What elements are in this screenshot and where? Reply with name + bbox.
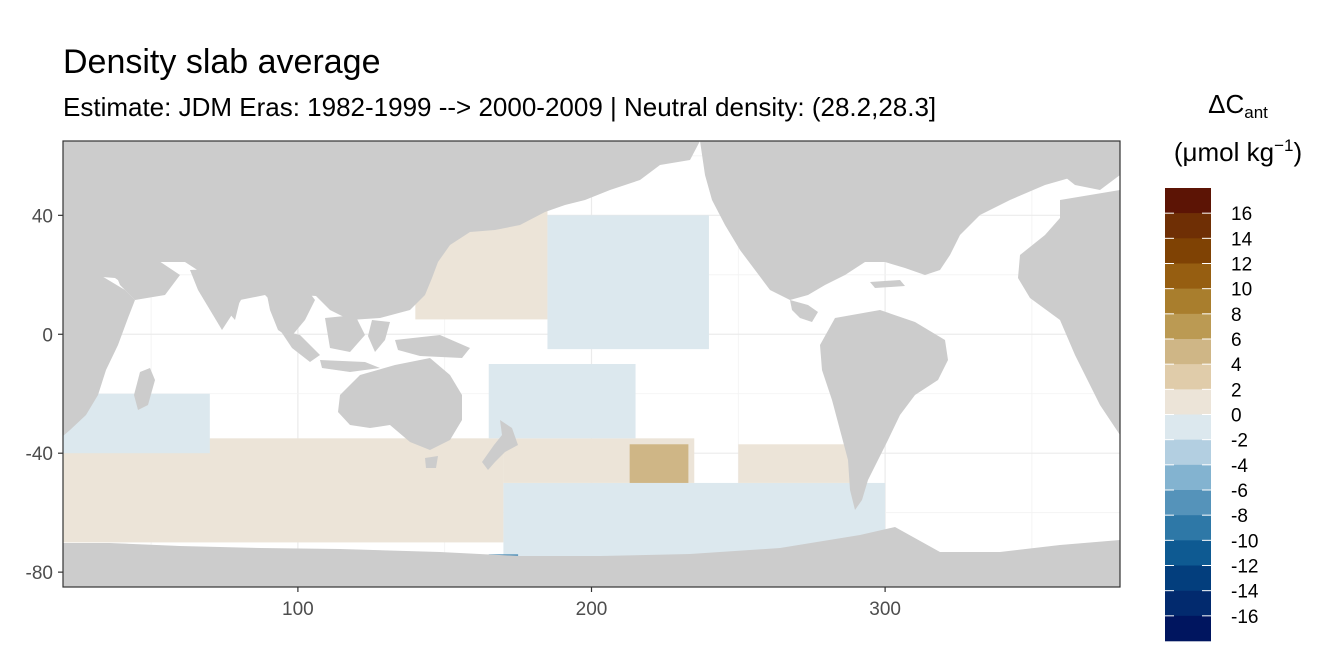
legend-title-main: ΔC [1208, 89, 1244, 119]
legend-swatch-11 [1165, 464, 1211, 491]
chart-subtitle: Estimate: JDM Eras: 1982-1999 --> 2000-2… [63, 92, 937, 122]
land-philippines [375, 280, 395, 312]
land-tasmania [425, 456, 438, 468]
legend-label-11: -6 [1231, 481, 1248, 502]
legend-label-10: -4 [1231, 456, 1248, 477]
legend-unit: (μmol kg−1) [1174, 136, 1302, 167]
legend-labels: 16 14 12 10 8 6 4 2 0 -2 -4 -6 -8 -10 -12 -14 -16 [1231, 204, 1259, 628]
land-africa [63, 270, 135, 436]
y-tick-label-3: -80 [26, 563, 53, 584]
y-tick-label-1: 0 [42, 325, 53, 346]
land-new-guinea [395, 335, 470, 358]
land-india [190, 268, 250, 330]
legend-label-1: 14 [1231, 229, 1253, 250]
legend-swatch-5 [1165, 313, 1211, 340]
data-region-7 [488, 364, 636, 439]
legend-label-14: -12 [1231, 557, 1258, 578]
map-layers [63, 141, 1120, 587]
legend-swatch-8 [1165, 389, 1211, 415]
land-madagascar [134, 368, 155, 410]
land-greenland [1040, 141, 1120, 190]
legend-unit-sup: −1 [1274, 136, 1293, 155]
legend-swatch-15 [1165, 565, 1211, 591]
legend-label-13: -10 [1231, 531, 1258, 552]
land-borneo [325, 315, 365, 352]
x-axis: 100 200 300 [282, 587, 901, 620]
legend-label-9: -2 [1231, 431, 1248, 452]
legend-label-0: 16 [1231, 204, 1252, 225]
land-java [320, 360, 380, 372]
legend-unit-open: (μmol kg [1174, 137, 1274, 167]
y-tick-label-0: 40 [32, 206, 53, 227]
legend-label-15: -14 [1231, 582, 1259, 603]
data-region-3 [629, 444, 689, 483]
legend-unit-close: ) [1293, 137, 1302, 167]
land-new-zealand [482, 420, 518, 470]
legend: ΔCant (μmol kg−1) 16 14 12 10 8 6 4 2 0 -2 -4 -6 -8 -… [1165, 89, 1302, 642]
y-tick-label-2: -40 [26, 444, 53, 465]
legend-swatch-0 [1165, 188, 1211, 214]
legend-swatch-12 [1165, 490, 1211, 516]
legend-swatch-9 [1165, 414, 1211, 440]
legend-colorbar [1165, 188, 1211, 642]
legend-swatch-13 [1165, 515, 1211, 541]
legend-swatch-3 [1165, 263, 1211, 289]
land-europe-africa [1018, 190, 1120, 435]
land-sulawesi [368, 320, 390, 352]
legend-swatch-7 [1165, 364, 1211, 390]
data-region-4 [738, 444, 856, 483]
x-tick-label-0: 100 [282, 599, 314, 620]
land-caribbean [870, 280, 905, 288]
chart-title: Density slab average [63, 43, 381, 81]
legend-swatch-2 [1165, 238, 1211, 264]
legend-label-8: 0 [1231, 406, 1242, 427]
legend-label-2: 12 [1231, 255, 1252, 276]
legend-label-3: 10 [1231, 280, 1252, 301]
land-central-america [790, 300, 818, 322]
legend-label-7: 2 [1231, 380, 1242, 401]
legend-swatch-6 [1165, 339, 1211, 365]
legend-label-12: -8 [1231, 506, 1248, 527]
data-region-0 [63, 438, 504, 543]
land-arabia [110, 255, 180, 300]
legend-swatch-10 [1165, 439, 1211, 466]
legend-swatch-1 [1165, 213, 1211, 239]
land-south-america [820, 310, 948, 510]
land-sumatra [280, 330, 320, 362]
legend-label-5: 6 [1231, 330, 1242, 351]
data-region-6 [547, 215, 709, 350]
legend-label-6: 4 [1231, 355, 1242, 376]
legend-title: ΔCant [1208, 89, 1268, 122]
x-tick-label-2: 300 [869, 599, 901, 620]
data-regions [63, 200, 886, 564]
land-north-america [700, 141, 1120, 300]
legend-swatch-14 [1165, 540, 1211, 566]
legend-swatch-17 [1165, 615, 1211, 642]
land-japan [415, 200, 448, 240]
x-tick-label-1: 200 [576, 599, 608, 620]
legend-title-sub: ant [1244, 103, 1268, 122]
legend-label-16: -16 [1231, 607, 1258, 628]
legend-swatch-16 [1165, 590, 1211, 617]
legend-label-4: 8 [1231, 305, 1242, 326]
land-antarctica [63, 527, 1120, 587]
y-axis: 40 0 -40 -80 [26, 206, 63, 584]
land-australia [338, 358, 462, 450]
land-mask [63, 141, 1120, 587]
legend-swatch-4 [1165, 288, 1211, 315]
land-indochina [265, 280, 315, 338]
